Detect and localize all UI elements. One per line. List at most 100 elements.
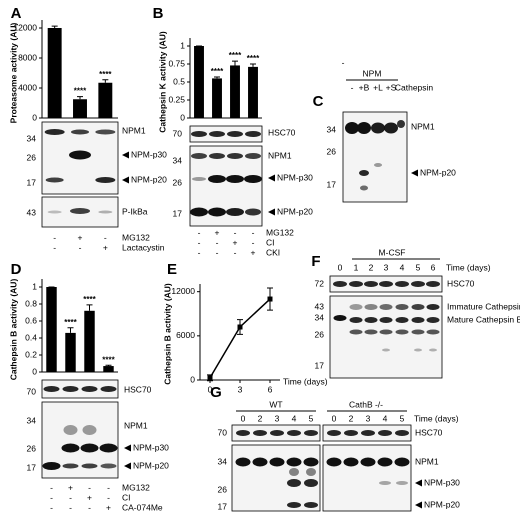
y-tick-label: 8000 bbox=[18, 52, 37, 62]
blot-band bbox=[364, 304, 378, 310]
mw-marker: 17 bbox=[173, 208, 183, 218]
line bbox=[209, 298, 271, 379]
y-axis-label: Cathepsin K activity (AU) bbox=[157, 31, 167, 133]
blot-band bbox=[394, 457, 410, 467]
mw-marker: 72 bbox=[315, 278, 325, 288]
blot-band bbox=[426, 304, 440, 310]
arrow bbox=[124, 462, 131, 470]
blot-label: NPM-p20 bbox=[131, 174, 167, 184]
y-axis-label: Cathepsin B activity (AU) bbox=[8, 279, 18, 381]
treatment-sign: - bbox=[198, 227, 201, 237]
mw-marker: 34 bbox=[327, 124, 337, 134]
arrow bbox=[411, 169, 418, 177]
blot-band bbox=[426, 329, 440, 335]
blot-band bbox=[245, 131, 261, 137]
blot-band bbox=[192, 177, 206, 181]
lane-label: Cathepsin bbox=[395, 82, 434, 92]
y-tick-label: 0.75 bbox=[168, 58, 185, 68]
mw-marker: 34 bbox=[218, 456, 228, 466]
mw-marker: 17 bbox=[27, 177, 37, 187]
bar bbox=[230, 65, 240, 118]
lane-label: 2 bbox=[258, 413, 263, 423]
significance: **** bbox=[229, 51, 242, 60]
blot-band bbox=[395, 329, 409, 335]
lane-label: 6 bbox=[431, 262, 436, 272]
blot-frame bbox=[189, 125, 263, 143]
blot-band bbox=[45, 177, 64, 183]
bar bbox=[46, 287, 57, 372]
blot-band bbox=[304, 502, 318, 508]
treatment-sign: + bbox=[78, 232, 83, 242]
mw-marker: 26 bbox=[27, 152, 37, 162]
treatment-sign: - bbox=[198, 237, 201, 247]
y-tick-label: 0 bbox=[180, 112, 185, 122]
panel-letter: G bbox=[210, 384, 222, 401]
blot-band bbox=[236, 430, 250, 436]
lane-label: 4 bbox=[292, 413, 297, 423]
treatment-name: MG132 bbox=[122, 232, 150, 242]
blot-band bbox=[227, 153, 243, 159]
error-bar bbox=[67, 327, 74, 333]
error-bar bbox=[214, 76, 220, 79]
treatment-sign: - bbox=[50, 502, 53, 512]
blot-band bbox=[44, 129, 65, 135]
treatment-name: CA-074Me bbox=[122, 502, 163, 512]
blot-band bbox=[100, 386, 117, 392]
treatment-sign: - bbox=[252, 237, 255, 247]
blot-band bbox=[333, 315, 347, 321]
bar bbox=[65, 332, 76, 372]
blot-band bbox=[191, 153, 207, 159]
blot-label: NPM1 bbox=[122, 125, 146, 135]
blot-band bbox=[343, 457, 359, 467]
significance: **** bbox=[99, 70, 112, 79]
blot-band bbox=[360, 457, 376, 467]
lanes-title: Time (days) bbox=[446, 262, 491, 272]
mw-marker: 17 bbox=[327, 179, 337, 189]
bar bbox=[73, 99, 87, 118]
treatment-sign: - bbox=[88, 502, 91, 512]
treatment-sign: - bbox=[50, 482, 53, 492]
panel-letter: C bbox=[313, 93, 324, 110]
blot-band bbox=[287, 430, 301, 436]
mw-marker: 26 bbox=[218, 484, 228, 494]
blot-label: NPM-p30 bbox=[131, 149, 167, 159]
bar bbox=[47, 28, 62, 118]
significance: **** bbox=[74, 87, 87, 96]
blot-band bbox=[98, 210, 113, 214]
lane-label: 0 bbox=[338, 262, 343, 272]
y-axis-label: Proteasome activity (AU) bbox=[8, 23, 18, 124]
blot-band bbox=[349, 329, 363, 335]
blot-band bbox=[245, 153, 261, 159]
blot-band bbox=[395, 281, 409, 287]
blot-band bbox=[364, 317, 378, 323]
blot-band bbox=[361, 430, 375, 436]
blot-label: NPM1 bbox=[415, 456, 439, 466]
panel-letter: F bbox=[311, 253, 320, 270]
blot-band bbox=[209, 153, 225, 159]
x-tick-label: 6 bbox=[268, 384, 273, 394]
blot-label: Mature Cathepsin B bbox=[447, 314, 520, 324]
blot-band bbox=[191, 131, 207, 137]
treatment-name: Lactacystin bbox=[122, 242, 165, 252]
blot-band bbox=[414, 348, 422, 352]
treatment-sign: + bbox=[106, 502, 111, 512]
blot-band bbox=[349, 304, 363, 310]
group-label: WT bbox=[269, 399, 282, 409]
blot-label: NPM-p20 bbox=[277, 206, 313, 216]
blot-band bbox=[244, 175, 262, 183]
blot-band bbox=[349, 281, 363, 287]
blot-band bbox=[62, 463, 79, 469]
y-tick-label: 4000 bbox=[18, 82, 37, 92]
blot-label: NPM-p20 bbox=[420, 167, 456, 177]
y-tick-label: 0.5 bbox=[173, 76, 185, 86]
blot-band bbox=[360, 185, 368, 191]
lane-label: 5 bbox=[400, 413, 405, 423]
blot-band bbox=[379, 481, 391, 485]
blot-band bbox=[99, 443, 118, 453]
mw-marker: 17 bbox=[27, 462, 37, 472]
treatment-sign: + bbox=[251, 247, 256, 257]
treatment-sign: - bbox=[234, 227, 237, 237]
mw-marker: 34 bbox=[315, 312, 325, 322]
panel-letter: E bbox=[167, 261, 177, 278]
